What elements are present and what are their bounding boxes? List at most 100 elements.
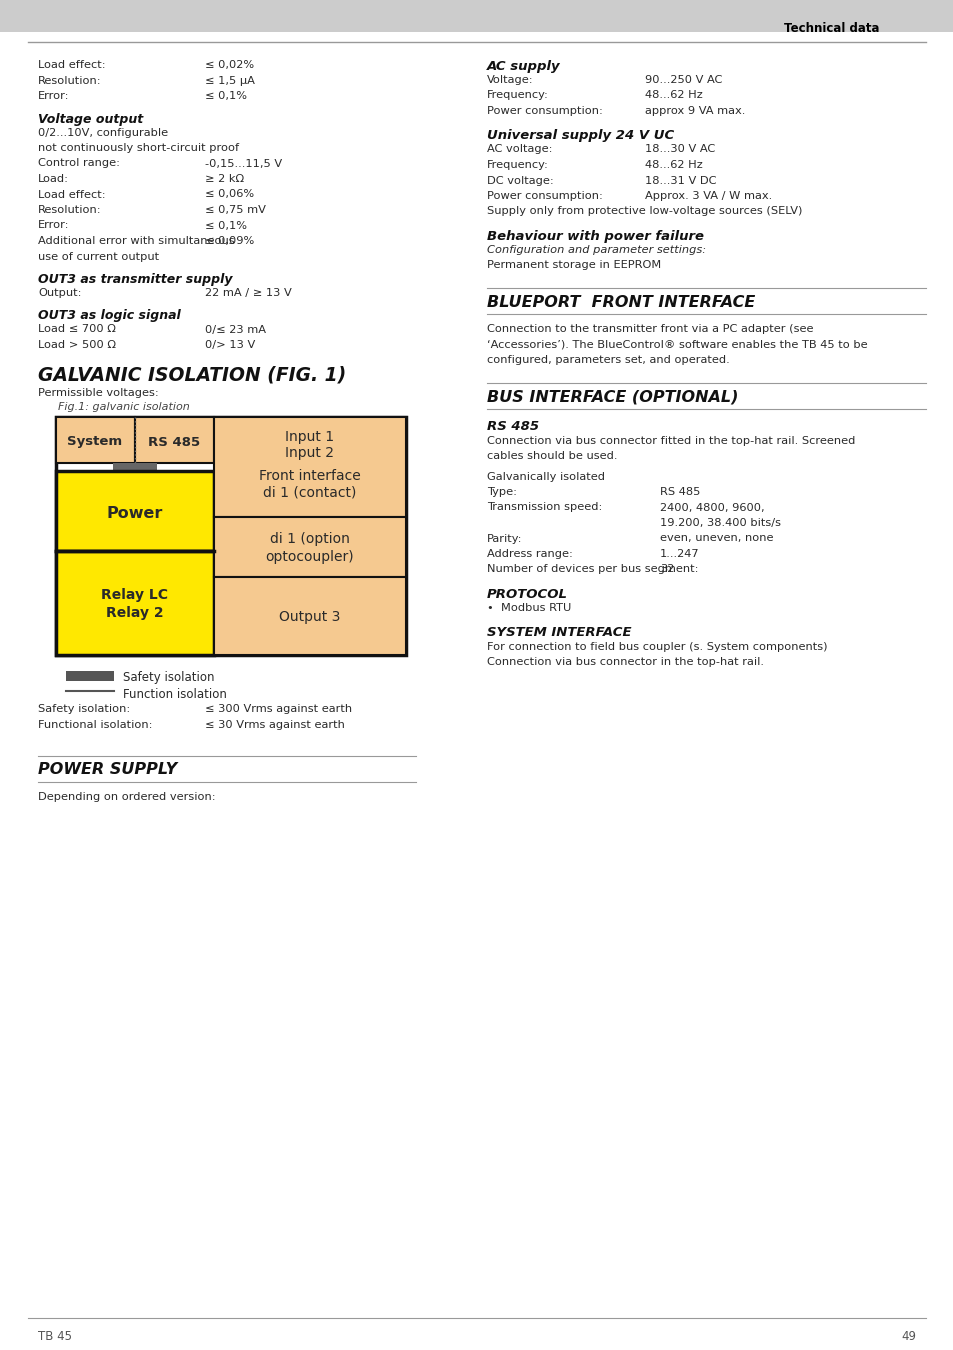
- Text: Front interface: Front interface: [259, 468, 360, 482]
- Text: ≤ 0,09%: ≤ 0,09%: [205, 236, 254, 246]
- Text: 0/≤ 23 mA: 0/≤ 23 mA: [205, 324, 266, 335]
- Text: Connection via bus connector in the top-hat rail.: Connection via bus connector in the top-…: [486, 657, 763, 667]
- Text: OUT3 as transmitter supply: OUT3 as transmitter supply: [38, 273, 233, 286]
- Text: cables should be used.: cables should be used.: [486, 451, 617, 460]
- Text: Address range:: Address range:: [486, 549, 572, 559]
- Text: 18...30 V AC: 18...30 V AC: [644, 144, 715, 154]
- Text: Technical data: Technical data: [783, 22, 879, 35]
- Text: RS 485: RS 485: [486, 420, 538, 433]
- Text: AC supply: AC supply: [486, 59, 560, 73]
- Text: not continuously short-circuit proof: not continuously short-circuit proof: [38, 143, 239, 153]
- Text: Safety isolation:: Safety isolation:: [38, 705, 131, 714]
- Text: even, uneven, none: even, uneven, none: [659, 533, 773, 544]
- Text: ≤ 0,1%: ≤ 0,1%: [205, 90, 247, 101]
- Text: Load effect:: Load effect:: [38, 189, 106, 200]
- Bar: [213, 576, 406, 655]
- Text: RS 485: RS 485: [659, 487, 700, 497]
- Text: Permanent storage in EEPROM: Permanent storage in EEPROM: [486, 261, 660, 270]
- Bar: [213, 417, 406, 517]
- Bar: [112, 463, 157, 471]
- Text: 18...31 V DC: 18...31 V DC: [644, 176, 716, 185]
- Bar: [66, 671, 113, 680]
- Text: Universal supply 24 V UC: Universal supply 24 V UC: [486, 130, 674, 143]
- Text: Additional error with simultaneous: Additional error with simultaneous: [38, 236, 234, 246]
- Text: di 1 (option: di 1 (option: [270, 532, 350, 547]
- Text: ‘Accessories’). The BlueControl® software enables the TB 45 to be: ‘Accessories’). The BlueControl® softwar…: [486, 339, 866, 350]
- Text: •  Modbus RTU: • Modbus RTU: [486, 603, 571, 613]
- Text: 2400, 4800, 9600,: 2400, 4800, 9600,: [659, 502, 763, 513]
- Text: Load > 500 Ω: Load > 500 Ω: [38, 340, 116, 350]
- Text: Connection to the transmitter front via a PC adapter (see: Connection to the transmitter front via …: [486, 324, 813, 333]
- Text: Resolution:: Resolution:: [38, 76, 102, 85]
- Text: Supply only from protective low-voltage sources (SELV): Supply only from protective low-voltage …: [486, 207, 801, 216]
- Text: -0,15...11,5 V: -0,15...11,5 V: [205, 158, 282, 169]
- Text: Voltage output: Voltage output: [38, 112, 143, 126]
- Bar: [56, 417, 406, 655]
- Text: ≤ 0,75 mV: ≤ 0,75 mV: [205, 205, 266, 215]
- Text: Output 3: Output 3: [279, 609, 340, 624]
- Text: Voltage:: Voltage:: [486, 76, 533, 85]
- Text: Connection via bus connector fitted in the top-hat rail. Screened: Connection via bus connector fitted in t…: [486, 436, 855, 446]
- Text: Approx. 3 VA / W max.: Approx. 3 VA / W max.: [644, 190, 771, 201]
- Text: Behaviour with power failure: Behaviour with power failure: [486, 230, 703, 243]
- Text: Error:: Error:: [38, 90, 70, 101]
- Text: TB 45: TB 45: [38, 1330, 71, 1343]
- Text: Relay 2: Relay 2: [106, 606, 164, 621]
- Text: Transmission speed:: Transmission speed:: [486, 502, 601, 513]
- Text: Function isolation: Function isolation: [123, 687, 227, 701]
- Text: Control range:: Control range:: [38, 158, 120, 169]
- Text: 22 mA / ≥ 13 V: 22 mA / ≥ 13 V: [205, 288, 292, 298]
- Text: Resolution:: Resolution:: [38, 205, 102, 215]
- Text: GALVANIC ISOLATION (FIG. 1): GALVANIC ISOLATION (FIG. 1): [38, 366, 346, 385]
- Text: ≤ 1,5 μA: ≤ 1,5 μA: [205, 76, 254, 85]
- Text: ≤ 30 Vrms against earth: ≤ 30 Vrms against earth: [205, 720, 345, 730]
- Text: SYSTEM INTERFACE: SYSTEM INTERFACE: [486, 626, 631, 640]
- Text: approx 9 VA max.: approx 9 VA max.: [644, 107, 744, 116]
- Text: DC voltage:: DC voltage:: [486, 176, 553, 185]
- Text: configured, parameters set, and operated.: configured, parameters set, and operated…: [486, 355, 729, 364]
- Text: Load effect:: Load effect:: [38, 59, 106, 70]
- Text: For connection to field bus coupler (s. System components): For connection to field bus coupler (s. …: [486, 641, 826, 652]
- Bar: [56, 471, 213, 551]
- Text: Load:: Load:: [38, 174, 69, 184]
- Text: di 1 (contact): di 1 (contact): [263, 486, 356, 500]
- Text: Fig.1: galvanic isolation: Fig.1: galvanic isolation: [58, 402, 190, 413]
- Text: ≤ 0,06%: ≤ 0,06%: [205, 189, 253, 200]
- Text: optocoupler): optocoupler): [265, 551, 354, 564]
- Text: System: System: [68, 436, 122, 448]
- Text: Output:: Output:: [38, 288, 81, 298]
- Text: Depending on ordered version:: Depending on ordered version:: [38, 791, 215, 802]
- Text: 19.200, 38.400 bits/s: 19.200, 38.400 bits/s: [659, 518, 781, 528]
- Text: Functional isolation:: Functional isolation:: [38, 720, 152, 730]
- Text: RS 485: RS 485: [148, 436, 200, 448]
- Text: 1...247: 1...247: [659, 549, 699, 559]
- Text: Parity:: Parity:: [486, 533, 522, 544]
- Text: Relay LC: Relay LC: [101, 589, 169, 602]
- Text: 0/2...10V, configurable: 0/2...10V, configurable: [38, 127, 168, 138]
- Text: 48...62 Hz: 48...62 Hz: [644, 90, 702, 100]
- Text: 32: 32: [659, 564, 674, 575]
- Text: AC voltage:: AC voltage:: [486, 144, 552, 154]
- Bar: [0, 0, 953, 32]
- Text: Permissible voltages:: Permissible voltages:: [38, 387, 158, 397]
- Text: ≤ 0,02%: ≤ 0,02%: [205, 59, 253, 70]
- Text: 90...250 V AC: 90...250 V AC: [644, 76, 721, 85]
- Text: Frequency:: Frequency:: [486, 90, 548, 100]
- Text: Number of devices per bus segment:: Number of devices per bus segment:: [486, 564, 698, 575]
- Bar: [56, 417, 135, 463]
- Text: ≤ 0,1%: ≤ 0,1%: [205, 220, 247, 231]
- Text: Type:: Type:: [486, 487, 517, 497]
- Text: Power consumption:: Power consumption:: [486, 107, 602, 116]
- Text: BUS INTERFACE (OPTIONAL): BUS INTERFACE (OPTIONAL): [486, 390, 738, 405]
- Text: Power consumption:: Power consumption:: [486, 190, 602, 201]
- Text: PROTOCOL: PROTOCOL: [486, 589, 567, 601]
- Bar: [135, 417, 213, 463]
- Text: Error:: Error:: [38, 220, 70, 231]
- Text: Configuration and parameter settings:: Configuration and parameter settings:: [486, 244, 705, 255]
- Text: BLUEPORT  FRONT INTERFACE: BLUEPORT FRONT INTERFACE: [486, 296, 755, 310]
- Text: use of current output: use of current output: [38, 251, 159, 262]
- Text: Power: Power: [107, 506, 163, 521]
- Text: ≥ 2 kΩ: ≥ 2 kΩ: [205, 174, 244, 184]
- Text: Input 1: Input 1: [285, 431, 335, 444]
- Bar: [56, 551, 213, 655]
